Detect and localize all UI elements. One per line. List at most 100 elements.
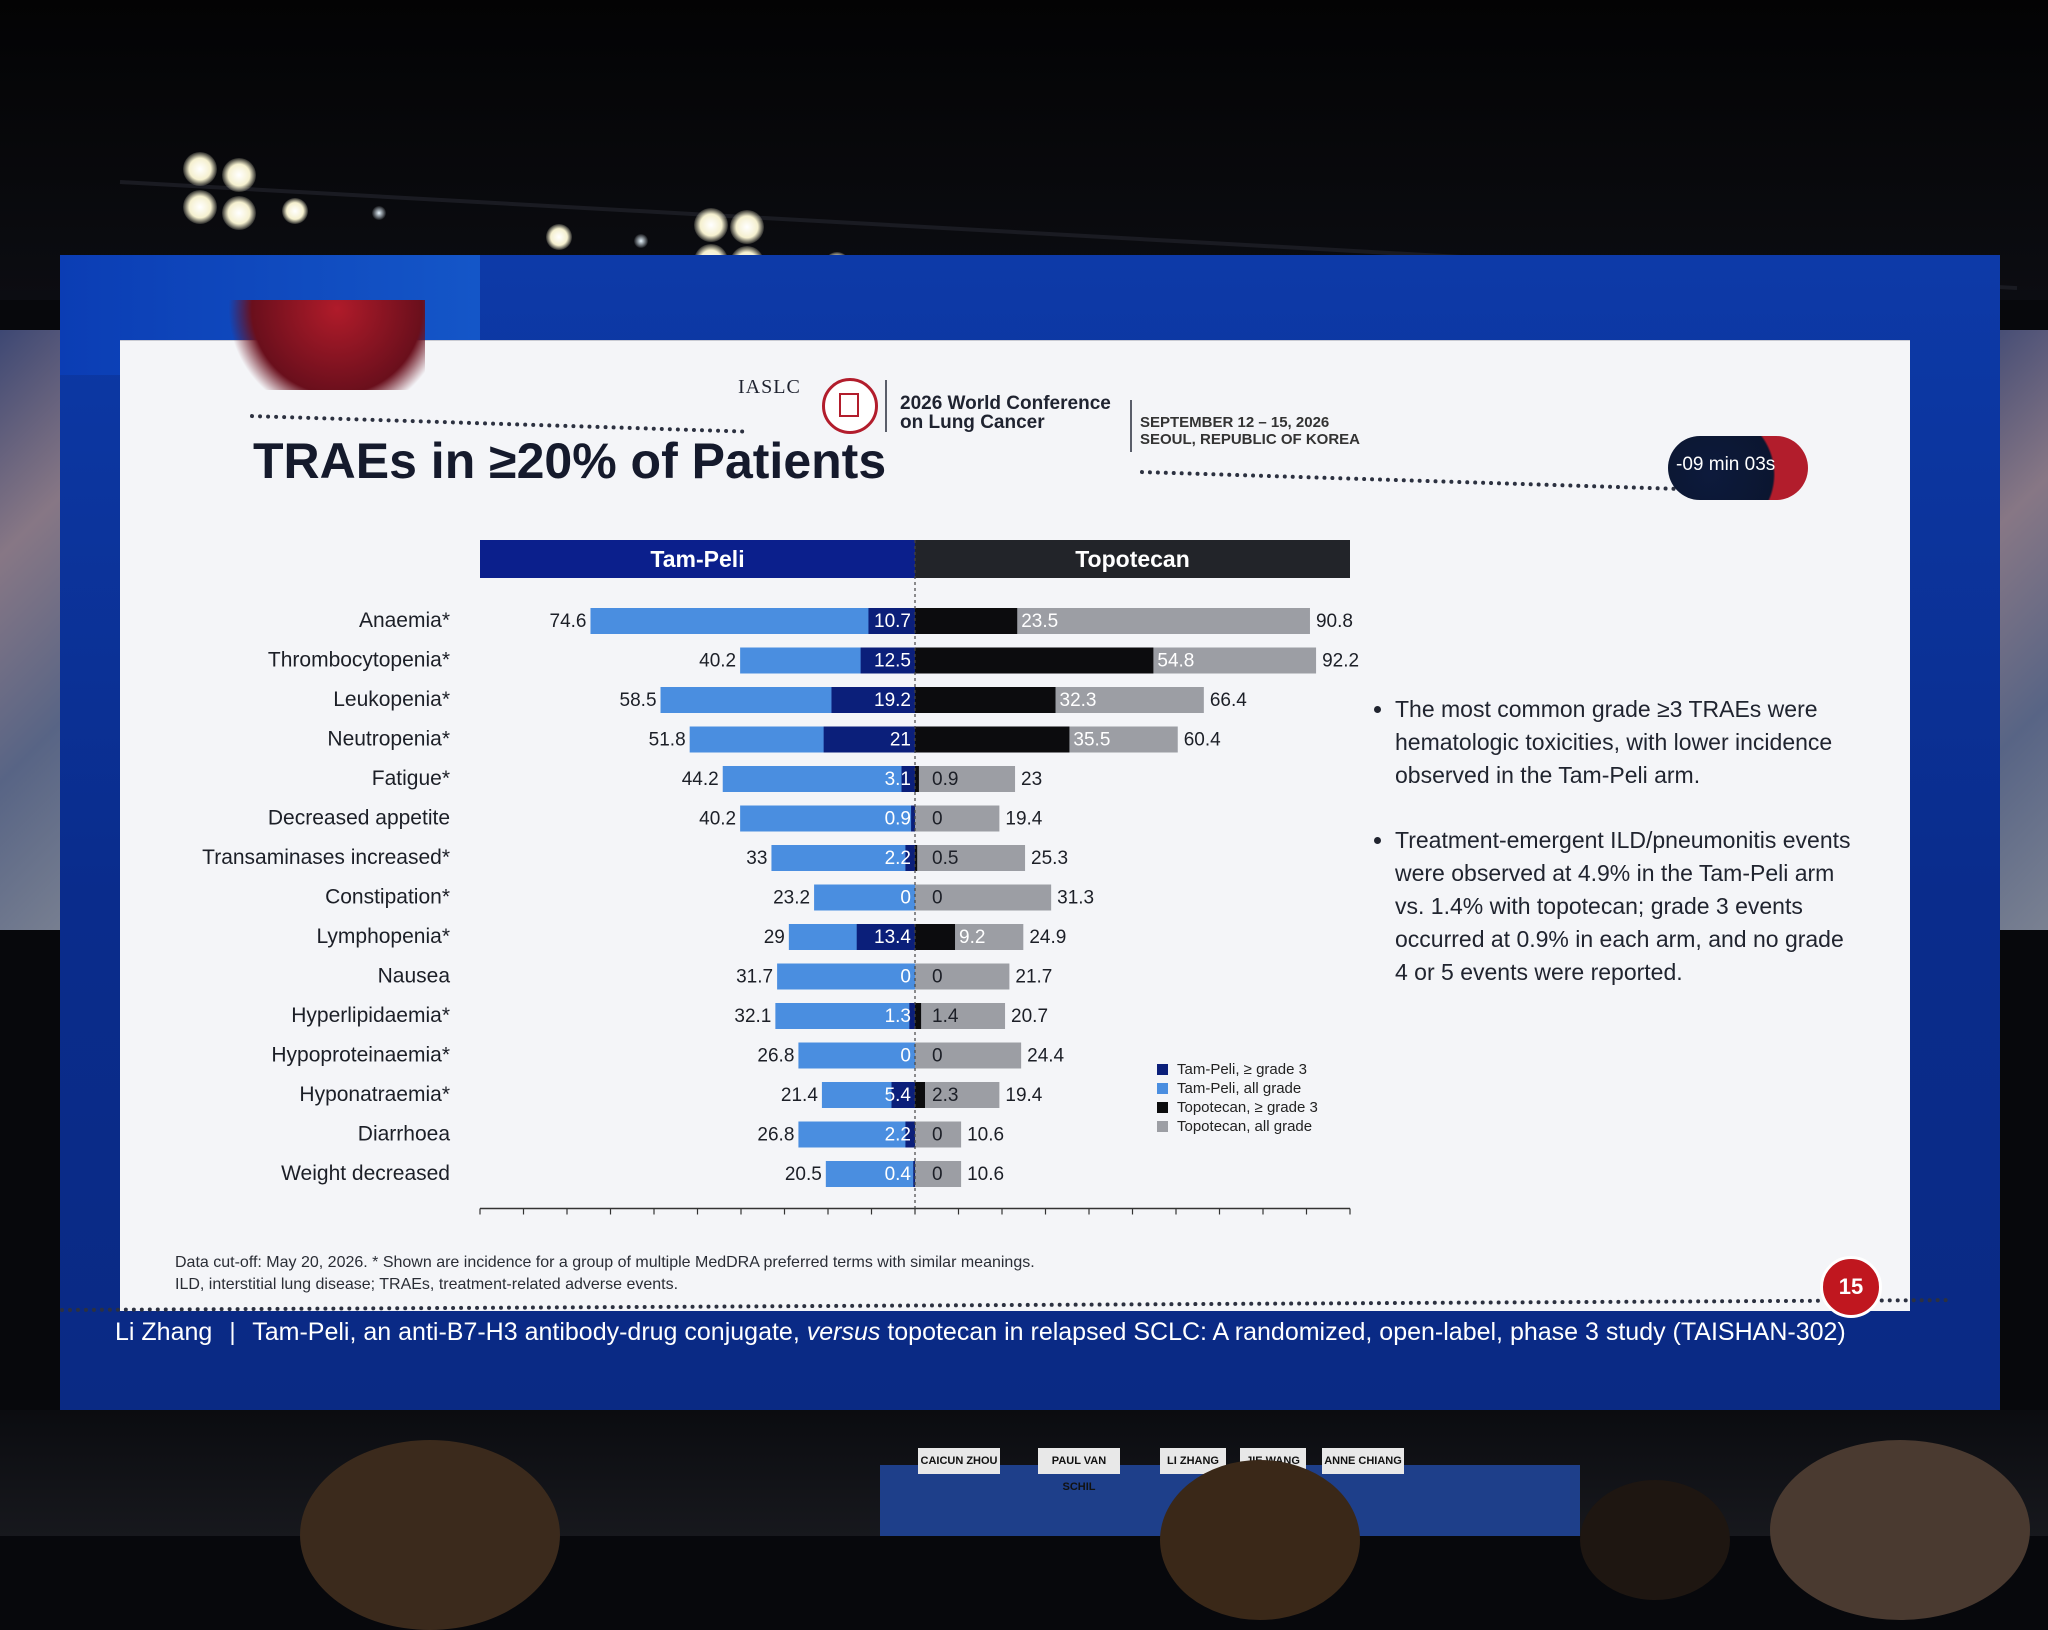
arm-label-tam-peli: Tam-Peli	[650, 546, 744, 572]
stage-light	[372, 206, 386, 220]
stage-light	[694, 208, 728, 242]
header-divider	[885, 380, 887, 432]
bar-tam-peli-all-grade	[590, 608, 915, 634]
slide-canvas	[120, 340, 1910, 1311]
data-label-tam-all: 26.8	[757, 1125, 794, 1146]
data-label-topo-g3: 0	[932, 809, 943, 830]
category-label: Weight decreased	[281, 1162, 450, 1185]
study-title-versus: versus	[806, 1318, 881, 1346]
data-label-tam-all: 40.2	[699, 809, 736, 830]
traes-butterfly-chart: Tam-Peli Topotecan Anaemia* 74.6 10.7 23.5 90.…	[202, 540, 1359, 1215]
data-label-topo-g3: 35.5	[1073, 730, 1110, 751]
data-label-topo-g3: 23.5	[1021, 611, 1058, 632]
category-label: Constipation*	[325, 886, 450, 909]
data-label-tam-all: 44.2	[682, 769, 719, 790]
bar-tam-peli-all-grade	[798, 1121, 915, 1148]
data-label-topo-all: 23	[1021, 769, 1042, 790]
category-label: Nausea	[378, 965, 451, 988]
data-label-topo-g3: 9.2	[959, 927, 985, 948]
category-label: Hypoproteinaemia*	[271, 1044, 450, 1067]
finding-bullet: The most common grade ≥3 TRAEs were hema…	[1395, 693, 1855, 792]
data-label-topo-all: 19.4	[1005, 809, 1042, 830]
data-label-topo-g3: 32.3	[1060, 690, 1097, 711]
ceiling-lighting-rig	[0, 0, 2048, 300]
data-label-tam-all: 29	[764, 927, 785, 948]
slide-title: TRAEs in ≥20% of Patients	[253, 433, 887, 489]
bar-tam-peli-grade3	[905, 1121, 915, 1148]
page-number-badge: 15	[1820, 1256, 1882, 1318]
bar-topotecan-grade3	[915, 647, 1154, 674]
legend-item: Topotecan, all grade	[1155, 1117, 1318, 1136]
stage-light	[183, 152, 217, 186]
bar-topotecan-all-grade	[915, 1121, 962, 1148]
category-label: Neutropenia*	[327, 728, 450, 751]
bar-topotecan-all-grade	[915, 766, 1016, 792]
data-label-topo-all: 60.4	[1184, 730, 1221, 751]
iaslc-logo: IASLC	[738, 376, 801, 398]
data-label-tam-all: 33	[746, 848, 767, 869]
data-label-tam-g3: 21	[890, 730, 911, 751]
audience-head	[1160, 1460, 1360, 1620]
category-label: Transaminases increased*	[202, 846, 450, 869]
data-label-tam-all: 26.8	[757, 1046, 794, 1067]
bar-topotecan-grade3	[915, 1003, 922, 1029]
bar-tam-peli-grade3	[901, 766, 915, 792]
slide-footnote: Data cut-off: May 20, 2026. * Shown are …	[175, 1252, 1035, 1296]
stage-light	[222, 196, 256, 230]
bar-tam-peli-all-grade	[825, 1161, 915, 1187]
data-label-tam-g3: 1.3	[885, 1006, 911, 1027]
footnote-line1: Data cut-off: May 20, 2026. * Shown are …	[175, 1254, 1035, 1271]
data-label-tam-g3: 12.5	[874, 651, 911, 672]
bar-tam-peli-grade3	[860, 647, 915, 674]
stage-light	[183, 190, 217, 224]
data-label-tam-all: 40.2	[699, 651, 736, 672]
data-label-topo-g3: 1.4	[932, 1006, 959, 1027]
data-label-tam-all: 23.2	[773, 888, 810, 909]
data-label-topo-all: 19.4	[1005, 1085, 1042, 1106]
category-label: Fatigue*	[372, 767, 450, 790]
legend-label: Topotecan, all grade	[1177, 1118, 1313, 1135]
bar-tam-peli-grade3	[905, 845, 915, 871]
stage-light	[634, 234, 648, 248]
category-label: Hyponatraemia*	[299, 1083, 450, 1106]
bar-tam-peli-all-grade	[722, 766, 915, 792]
stage-light	[730, 210, 764, 244]
header-divider	[1130, 400, 1132, 452]
stage-light	[546, 224, 572, 250]
bar-topotecan-all-grade	[915, 1082, 1000, 1108]
category-label: Diarrhoea	[358, 1123, 451, 1146]
legend-swatch	[1157, 1121, 1168, 1132]
bar-topotecan-all-grade	[915, 963, 1010, 990]
data-label-tam-g3: 0	[900, 1046, 911, 1067]
data-label-topo-all: 25.3	[1031, 848, 1068, 869]
speaker-nameplate: CAICUN ZHOU	[918, 1448, 1000, 1474]
bar-topotecan-all-grade	[915, 1042, 1022, 1069]
data-label-topo-all: 10.6	[967, 1125, 1004, 1146]
bar-tam-peli-grade3	[891, 1082, 915, 1108]
category-label: Hyperlipidaemia*	[291, 1004, 450, 1027]
legend-swatch	[1157, 1083, 1168, 1094]
data-label-topo-g3: 0.9	[932, 769, 958, 790]
audience-head	[1580, 1480, 1730, 1600]
bar-topotecan-grade3	[915, 608, 1018, 634]
data-label-topo-g3: 2.3	[932, 1085, 958, 1106]
data-label-topo-g3: 54.8	[1157, 651, 1194, 672]
bar-tam-peli-all-grade	[777, 963, 915, 990]
data-label-topo-g3: 0	[932, 888, 943, 909]
data-label-topo-g3: 0	[932, 1164, 943, 1185]
conference-seal-logo	[822, 378, 878, 434]
data-label-tam-all: 31.7	[736, 967, 773, 988]
data-label-tam-g3: 0	[900, 888, 911, 909]
category-label: Leukopenia*	[333, 688, 450, 711]
bar-topotecan-grade3	[915, 845, 918, 871]
category-label: Lymphopenia*	[317, 925, 451, 948]
header-band-left	[480, 540, 915, 578]
header-band-right	[915, 540, 1350, 578]
data-label-tam-g3: 13.4	[874, 927, 911, 948]
legend-swatch	[1157, 1064, 1168, 1075]
chart-legend: Tam-Peli, ≥ grade 3 Tam-Peli, all grade …	[1155, 1060, 1318, 1136]
bar-topotecan-all-grade	[915, 1003, 1006, 1029]
key-findings-list: The most common grade ≥3 TRAEs were hema…	[1355, 693, 1855, 1021]
data-label-tam-g3: 2.2	[885, 1125, 911, 1146]
conference-location: SEOUL, REPUBLIC OF KOREA	[1140, 431, 1361, 448]
